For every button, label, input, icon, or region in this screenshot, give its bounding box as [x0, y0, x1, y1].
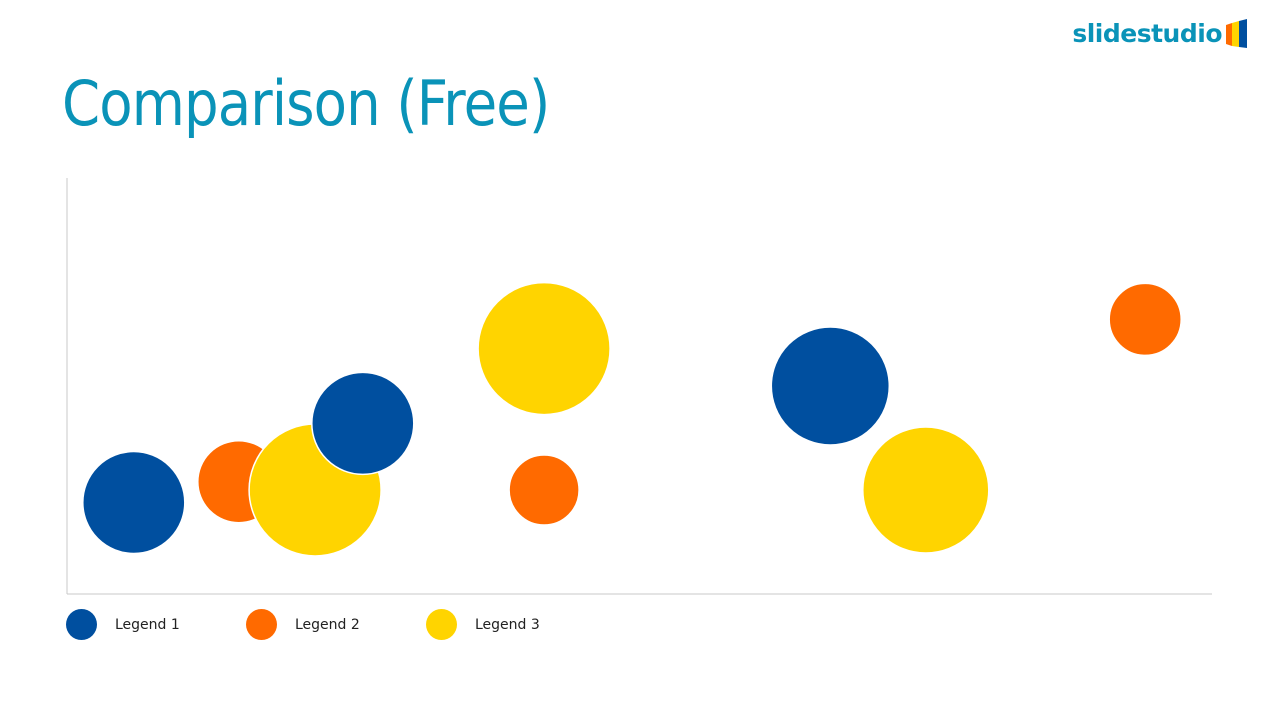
legend-label: Legend 2 — [295, 616, 360, 633]
bubble-1-3 — [770, 326, 891, 446]
logo-mark-icon — [1226, 19, 1247, 48]
legend-item: Legend 3 — [426, 609, 606, 640]
legend-swatch — [426, 609, 457, 640]
legend-label: Legend 3 — [475, 616, 540, 633]
bubble-chart — [66, 178, 1212, 595]
legend-item: Legend 2 — [246, 609, 426, 640]
logo-mark-yellow-bar — [1232, 21, 1239, 47]
logo-text: slidestudio — [1072, 18, 1222, 48]
bubble-2-3 — [1108, 282, 1182, 357]
chart-legend: Legend 1 Legend 2 Legend 3 — [66, 609, 606, 640]
bubble-layer — [82, 281, 1182, 557]
bubble-1-2 — [311, 371, 415, 476]
logo-mark-orange-bar — [1226, 23, 1232, 46]
bubble-2-2 — [508, 454, 580, 526]
legend-swatch — [66, 609, 97, 640]
page-title: Comparison (Free) — [62, 67, 550, 140]
bubble-3-3 — [862, 426, 990, 554]
legend-item: Legend 1 — [66, 609, 246, 640]
legend-swatch — [246, 609, 277, 640]
legend-label: Legend 1 — [115, 616, 180, 633]
logo-mark-blue-bar — [1239, 19, 1247, 48]
slidestudio-logo: slidestudio — [1072, 18, 1248, 48]
bubble-3-2 — [477, 281, 611, 416]
bubble-1-1 — [82, 450, 186, 555]
